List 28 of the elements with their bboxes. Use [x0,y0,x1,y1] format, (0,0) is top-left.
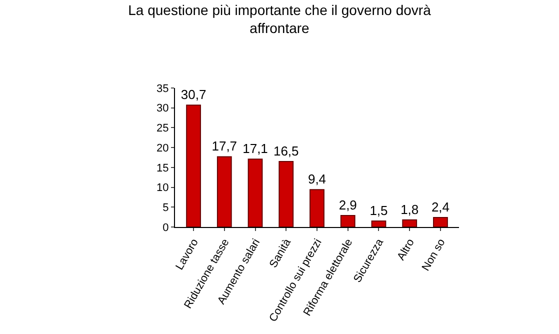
bar [340,214,356,227]
y-tick-label: 5 [162,202,169,214]
data-label: 17,7 [212,138,238,154]
bar [278,160,294,227]
data-label: 2,9 [338,197,357,212]
y-tick-label: 0 [162,222,169,234]
data-label: 30,7 [180,87,206,102]
bar [216,156,232,227]
bar [371,220,386,227]
bar [186,104,201,227]
bar [402,219,418,227]
y-tick-label: 10 [156,182,169,194]
bar [433,216,448,227]
y-tick-label: 20 [156,142,169,154]
y-tick-label: 35 [156,82,169,95]
bar [310,189,324,227]
data-label: 17,1 [242,141,268,156]
y-tick-label: 30 [156,102,169,115]
data-label: 9,4 [308,172,326,187]
data-label: 1,8 [400,202,419,217]
data-label: 1,5 [370,203,388,218]
x-tick-label: Non so [420,236,448,274]
chart-title: La questione più importante che il governo dovrà affrontare [128,2,432,36]
data-label: 2,4 [431,199,450,214]
y-tick-label: 15 [156,162,169,174]
data-label: 16,5 [273,143,299,158]
bar [248,158,263,227]
y-tick-label: 25 [156,122,169,135]
